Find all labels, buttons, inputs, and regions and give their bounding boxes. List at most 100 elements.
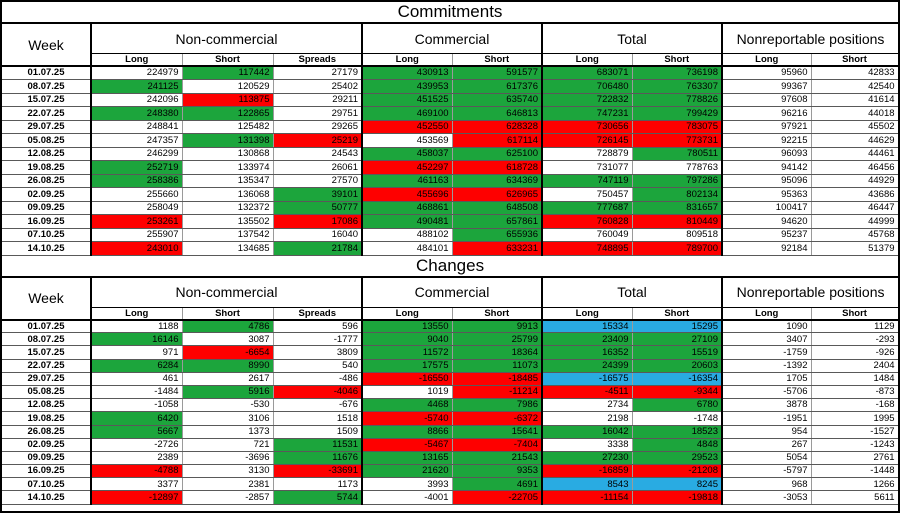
sub-header-nonreportable-positions-short: Short xyxy=(810,307,898,321)
value-cell: 736198 xyxy=(631,65,723,80)
value-cell: 122865 xyxy=(181,106,274,121)
value-cell: -22705 xyxy=(451,490,543,505)
table-row: 02.09.25 -2726 721 11531 -5467 -7404 3338 4848 2… xyxy=(2,437,898,452)
value-cell: 3338 xyxy=(541,437,633,452)
value-cell: 5744 xyxy=(272,490,363,505)
value-cell: 430913 xyxy=(361,65,453,80)
sub-header-commercial-long: Long xyxy=(361,307,453,321)
value-cell: 469100 xyxy=(361,106,453,121)
value-cell: 747231 xyxy=(541,106,633,121)
value-cell: 125482 xyxy=(181,119,274,134)
section-title: Changes xyxy=(2,255,898,278)
week-column-header: Week xyxy=(2,276,92,321)
value-cell: 96216 xyxy=(721,106,812,121)
table-row: 16.09.25 253261 135502 17086 490481 657861 760… xyxy=(2,214,898,229)
value-cell: -7404 xyxy=(451,437,543,452)
value-cell: 4691 xyxy=(451,477,543,492)
sub-header-non-commercial-spreads: Spreads xyxy=(272,307,363,321)
value-cell: 4786 xyxy=(181,318,274,334)
value-cell: 94620 xyxy=(721,214,812,229)
value-cell: 596 xyxy=(272,318,363,334)
value-cell: 626965 xyxy=(451,187,543,202)
value-cell: 21620 xyxy=(361,464,453,479)
table-row: 05.08.25 -1484 5916 -4046 1019 -11214 -4511 -93… xyxy=(2,384,898,400)
value-cell: -1484 xyxy=(90,384,183,400)
value-cell: -3696 xyxy=(181,450,274,466)
value-cell: 248380 xyxy=(90,106,183,121)
value-cell: 94142 xyxy=(721,160,812,175)
value-cell: 11676 xyxy=(272,450,363,466)
week-cell: 29.07.25 xyxy=(2,371,92,386)
value-cell: -2857 xyxy=(181,490,274,505)
value-cell: -16550 xyxy=(361,371,453,386)
value-cell: 130868 xyxy=(181,146,274,161)
value-cell: 120529 xyxy=(181,79,274,94)
table-row: 29.07.25 248841 125482 29265 452550 628328 730… xyxy=(2,119,898,134)
sub-header-non-commercial-long: Long xyxy=(90,307,183,321)
value-cell: 1090 xyxy=(721,318,812,334)
week-cell: 09.09.25 xyxy=(2,450,92,466)
value-cell: -11154 xyxy=(541,490,633,505)
value-cell: 26061 xyxy=(272,160,363,175)
value-cell: 2389 xyxy=(90,450,183,466)
value-cell: -926 xyxy=(810,345,898,360)
week-cell: 19.08.25 xyxy=(2,160,92,175)
value-cell: 540 xyxy=(272,358,363,373)
section-title-row: Changes xyxy=(2,255,898,278)
value-cell: 628328 xyxy=(451,119,543,134)
value-cell: 1995 xyxy=(810,411,898,426)
value-cell: 809518 xyxy=(631,227,723,242)
value-cell: 726145 xyxy=(541,133,633,148)
value-cell: 255907 xyxy=(90,227,183,242)
sub-header-commercial-short: Short xyxy=(451,53,543,67)
value-cell: -6654 xyxy=(181,345,274,360)
value-cell: 760828 xyxy=(541,214,633,229)
sub-header-total-long: Long xyxy=(541,53,633,67)
week-cell: 01.07.25 xyxy=(2,65,92,80)
week-cell: 12.08.25 xyxy=(2,146,92,161)
value-cell: 655936 xyxy=(451,227,543,242)
value-cell: -16575 xyxy=(541,371,633,386)
value-cell: 1129 xyxy=(810,318,898,334)
value-cell: 5611 xyxy=(810,490,898,505)
value-cell: 27179 xyxy=(272,65,363,80)
value-cell: 3106 xyxy=(181,411,274,426)
value-cell: 252719 xyxy=(90,160,183,175)
week-cell: 15.07.25 xyxy=(2,92,92,107)
value-cell: 248841 xyxy=(90,119,183,134)
value-cell: 44929 xyxy=(810,173,898,188)
table-row: 14.10.25 243010 134685 21784 484101 633231 748… xyxy=(2,241,898,256)
table-row: 08.07.25 16146 3087 -1777 9040 25799 23409 2710… xyxy=(2,332,898,347)
value-cell: 748895 xyxy=(541,241,633,256)
value-cell: 5916 xyxy=(181,384,274,400)
group-header-row: Week Non-commercial Commercial Total Nonrep… xyxy=(2,276,898,321)
table-row: 15.07.25 242096 113875 29211 451525 635740 722… xyxy=(2,92,898,107)
value-cell: 484101 xyxy=(361,241,453,256)
value-cell: 29523 xyxy=(631,450,723,466)
value-cell: 25799 xyxy=(451,332,543,347)
value-cell: -1748 xyxy=(631,411,723,426)
week-cell: 16.09.25 xyxy=(2,464,92,479)
week-cell: 09.09.25 xyxy=(2,200,92,215)
value-cell: 44461 xyxy=(810,146,898,161)
table-row: 14.10.25 -12897 -2857 5744 -4001 -22705 -11154… xyxy=(2,490,898,505)
value-cell: -18485 xyxy=(451,371,543,386)
value-cell: -1448 xyxy=(810,464,898,479)
table-row: 12.08.25 246299 130868 24543 458037 625100 728… xyxy=(2,146,898,161)
value-cell: 21543 xyxy=(451,450,543,466)
value-cell: -4788 xyxy=(90,464,183,479)
value-cell: 778763 xyxy=(631,160,723,175)
value-cell: 6780 xyxy=(631,398,723,413)
value-cell: 92184 xyxy=(721,241,812,256)
value-cell: 1173 xyxy=(272,477,363,492)
value-cell: -16859 xyxy=(541,464,633,479)
value-cell: 722832 xyxy=(541,92,633,107)
value-cell: 1484 xyxy=(810,371,898,386)
value-cell: 97921 xyxy=(721,119,812,134)
table-row: 12.08.25 -1058 -530 -676 4468 7986 2734 6780 387… xyxy=(2,398,898,413)
sub-header-row: Long Short Spreads Long Short Long Short Long Sh… xyxy=(2,53,898,67)
sub-header-commercial-short: Short xyxy=(451,307,543,321)
value-cell: 773731 xyxy=(631,133,723,148)
value-cell: 50777 xyxy=(272,200,363,215)
value-cell: -293 xyxy=(810,332,898,347)
